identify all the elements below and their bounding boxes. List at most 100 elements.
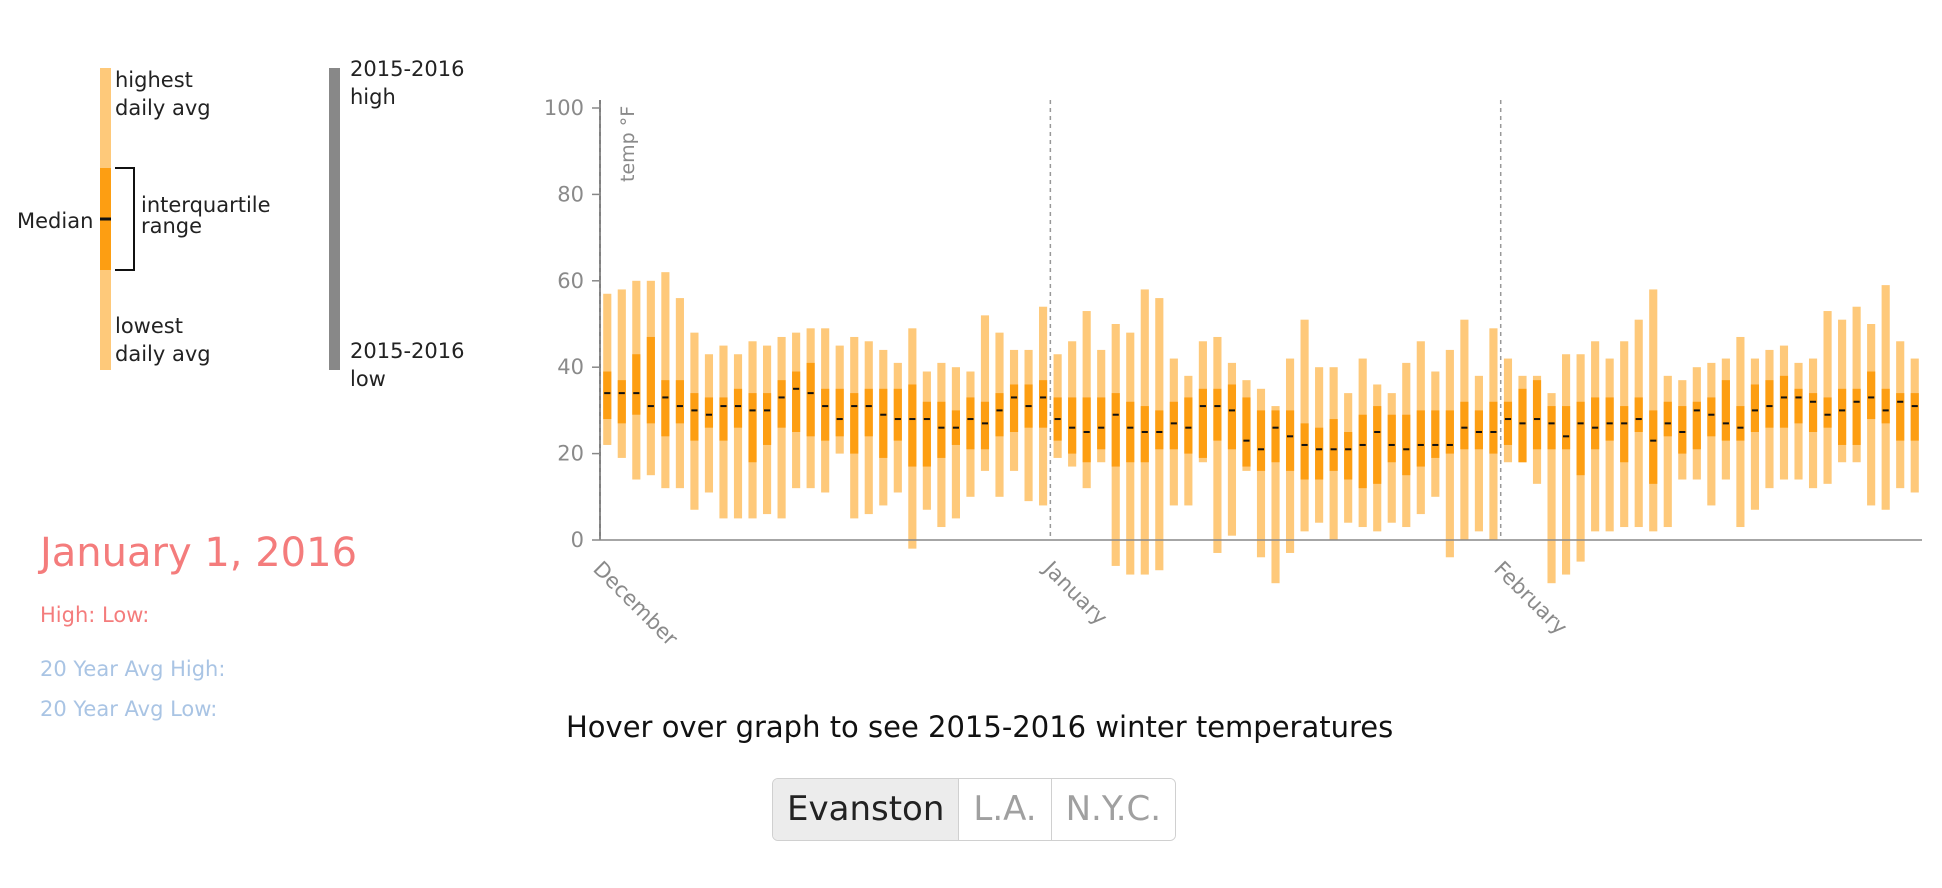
range-bar[interactable] (1256, 388, 1266, 558)
iqr-bar[interactable] (1256, 410, 1266, 471)
iqr-bar[interactable] (1591, 397, 1600, 450)
iqr-bar[interactable] (806, 362, 815, 437)
iqr-bar[interactable] (1242, 397, 1251, 467)
range-bar[interactable] (1605, 358, 1614, 532)
range-bar[interactable] (1562, 354, 1571, 575)
iqr-bar[interactable] (1373, 406, 1382, 484)
range-bar[interactable] (1663, 375, 1672, 528)
range-bar[interactable] (1547, 393, 1556, 584)
iqr-bar[interactable] (1808, 393, 1818, 432)
range-bar[interactable] (1474, 375, 1483, 532)
iqr-bar[interactable] (1213, 388, 1222, 441)
iqr-bar[interactable] (835, 388, 844, 437)
iqr-bar[interactable] (603, 371, 612, 420)
iqr-bar[interactable] (1155, 410, 1164, 450)
iqr-bar[interactable] (1300, 423, 1309, 480)
iqr-bar[interactable] (1184, 397, 1193, 454)
iqr-bar[interactable] (1736, 406, 1745, 441)
range-bar[interactable] (1445, 349, 1454, 558)
iqr-bar[interactable] (1663, 401, 1672, 437)
iqr-bar[interactable] (893, 388, 902, 441)
iqr-bar[interactable] (1562, 406, 1571, 450)
iqr-bar[interactable] (1416, 410, 1425, 467)
iqr-bar[interactable] (879, 388, 888, 458)
iqr-bar[interactable] (1576, 401, 1585, 476)
iqr-bar[interactable] (748, 393, 757, 463)
iqr-bar[interactable] (617, 380, 626, 424)
iqr-bar[interactable] (1097, 397, 1106, 450)
iqr-bar[interactable] (1750, 384, 1760, 432)
iqr-bar[interactable] (646, 336, 655, 424)
temperature-chart[interactable]: December January February 0 20 40 60 80 100 temp … (0, 0, 1942, 700)
range-bar[interactable] (603, 293, 612, 445)
iqr-bar[interactable] (1794, 388, 1803, 424)
iqr-bar[interactable] (995, 393, 1004, 437)
iqr-bar[interactable] (1634, 397, 1643, 432)
city-button-evanston[interactable]: Evanston (773, 779, 960, 840)
iqr-bar[interactable] (1169, 401, 1178, 450)
range-bar[interactable] (1852, 306, 1861, 463)
iqr-bar[interactable] (777, 380, 786, 428)
iqr-bar[interactable] (1489, 401, 1498, 454)
iqr-bar[interactable] (966, 397, 975, 450)
iqr-bar[interactable] (908, 384, 917, 467)
iqr-bar[interactable] (632, 354, 641, 415)
range-bar[interactable] (1750, 358, 1760, 510)
range-bar[interactable] (617, 289, 626, 458)
iqr-bar[interactable] (1315, 427, 1324, 480)
city-button-la[interactable]: L.A. (959, 779, 1052, 840)
iqr-bar[interactable] (1605, 397, 1614, 441)
iqr-bar[interactable] (821, 388, 830, 441)
iqr-bar[interactable] (1692, 401, 1701, 450)
iqr-bar[interactable] (1068, 397, 1077, 454)
iqr-bar[interactable] (1358, 414, 1367, 489)
iqr-bar[interactable] (864, 388, 873, 437)
iqr-bar[interactable] (1707, 397, 1716, 437)
range-bar[interactable] (1213, 336, 1222, 553)
iqr-bar[interactable] (1402, 414, 1411, 476)
iqr-bar[interactable] (719, 397, 728, 441)
iqr-bar[interactable] (1765, 380, 1774, 428)
iqr-bar[interactable] (1431, 410, 1440, 458)
iqr-bar[interactable] (1547, 406, 1556, 450)
iqr-bar[interactable] (1140, 406, 1149, 463)
iqr-bar[interactable] (1285, 410, 1295, 471)
iqr-bar[interactable] (675, 380, 684, 424)
iqr-bar[interactable] (1867, 371, 1876, 420)
iqr-bar[interactable] (1111, 393, 1120, 467)
iqr-bar[interactable] (1082, 397, 1091, 463)
iqr-bar[interactable] (1910, 393, 1919, 441)
iqr-bar[interactable] (922, 401, 931, 467)
iqr-bar[interactable] (1518, 388, 1527, 463)
iqr-bar[interactable] (980, 401, 990, 450)
iqr-bar[interactable] (704, 397, 714, 428)
city-button-nyc[interactable]: N.Y.C. (1051, 779, 1176, 840)
iqr-bar[interactable] (1009, 384, 1019, 432)
iqr-bar[interactable] (1779, 375, 1789, 428)
iqr-bar[interactable] (1445, 410, 1454, 454)
range-bar[interactable] (980, 315, 990, 471)
iqr-bar[interactable] (792, 371, 801, 432)
iqr-bar[interactable] (1620, 406, 1629, 463)
iqr-bar[interactable] (1460, 401, 1469, 450)
iqr-bar[interactable] (1896, 393, 1905, 441)
iqr-bar[interactable] (1838, 388, 1847, 445)
iqr-bar[interactable] (1198, 388, 1207, 458)
iqr-bar[interactable] (1344, 432, 1353, 480)
iqr-bar[interactable] (1039, 380, 1048, 428)
iqr-bar[interactable] (1649, 410, 1658, 484)
iqr-bar[interactable] (1474, 410, 1483, 450)
iqr-bar[interactable] (1823, 397, 1832, 428)
iqr-bar[interactable] (1387, 414, 1396, 463)
iqr-bar[interactable] (661, 380, 670, 437)
iqr-bar[interactable] (1227, 384, 1237, 450)
iqr-bar[interactable] (1532, 380, 1542, 450)
iqr-bar[interactable] (733, 388, 743, 428)
range-bar[interactable] (1271, 406, 1280, 584)
iqr-bar[interactable] (1852, 388, 1861, 445)
iqr-bar[interactable] (937, 401, 946, 458)
iqr-bar[interactable] (1678, 406, 1687, 454)
iqr-bar[interactable] (690, 393, 699, 441)
iqr-bar[interactable] (1271, 410, 1280, 463)
iqr-bar[interactable] (1721, 380, 1730, 441)
